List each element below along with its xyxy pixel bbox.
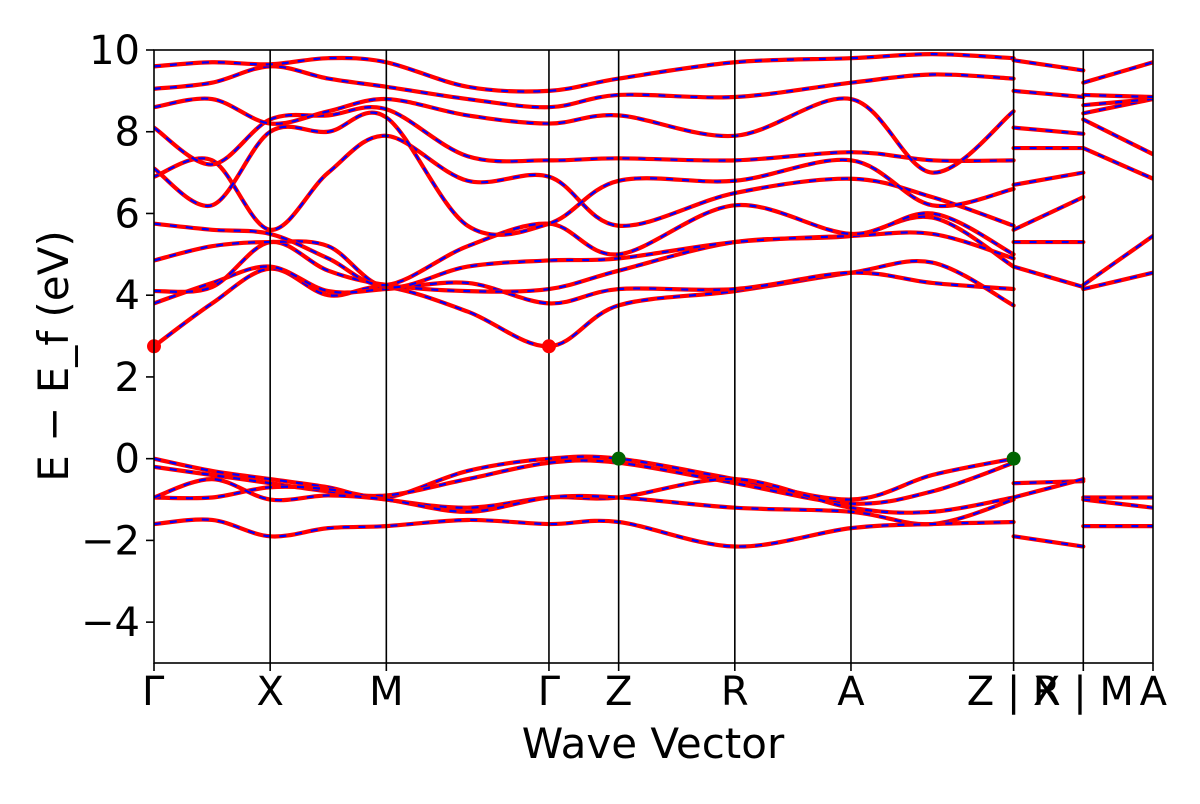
extrema-markers — [147, 339, 1021, 466]
x-tick-label-5: R — [721, 669, 749, 715]
cbm-marker-1 — [541, 339, 556, 354]
band-line-dashed-7 — [1013, 535, 1084, 548]
band-line-17 — [154, 110, 1016, 237]
band-line-dashed-36 — [1083, 93, 1153, 99]
x-tick-label-7: Z | X — [967, 669, 1061, 715]
band-line-dashed-19 — [154, 97, 1015, 174]
y-tick-label-1: −2 — [81, 518, 140, 564]
y-tick-label-3: 2 — [115, 355, 140, 401]
band-line-4 — [154, 517, 1016, 549]
band-line-dashed-37 — [1082, 61, 1153, 84]
x-tick-label-3: Γ — [538, 669, 561, 715]
x-tick-label-2: M — [369, 669, 404, 715]
band-line-dashed-22 — [1013, 265, 1084, 289]
x-tick-label-0: Γ — [142, 669, 165, 715]
band-line-0 — [154, 454, 1016, 502]
band-line-dashed-17 — [154, 111, 1014, 236]
band-line-dashed-30 — [1083, 271, 1153, 291]
band-line-dashed-33 — [1082, 118, 1153, 156]
vbm-marker-2 — [611, 451, 626, 466]
y-tick-label-6: 8 — [115, 110, 140, 156]
band-line-18 — [154, 105, 1016, 167]
band-line-dashed-21 — [154, 52, 1014, 93]
band-line-dashed-11 — [154, 259, 1015, 348]
band-line-dashed-31 — [1082, 235, 1153, 286]
y-tick-label-7: 10 — [89, 28, 140, 74]
bands-layer — [154, 51, 1153, 549]
band-line-16 — [154, 133, 1016, 232]
band-line-dashed-28 — [1013, 89, 1084, 99]
x-axis-title: Wave Vector — [522, 719, 785, 768]
band-line-dashed-29 — [1013, 59, 1084, 72]
band-line-dashed-12 — [154, 265, 1014, 305]
band-line-dashed-24 — [1013, 196, 1084, 231]
band-line-31 — [1081, 233, 1153, 288]
y-tick-label-2: 0 — [115, 437, 140, 483]
x-tick-label-9: A — [1140, 669, 1168, 715]
y-axis-title: E − E_f (eV) — [29, 230, 78, 481]
y-tick-label-5: 6 — [115, 191, 140, 237]
band-line-12 — [154, 264, 1016, 306]
band-line-dashed-3 — [154, 477, 1014, 526]
band-line-dashed-16 — [154, 134, 1014, 231]
band-line-dashed-9 — [1083, 498, 1153, 509]
band-line-19 — [154, 96, 1016, 175]
y-tick-label-0: −4 — [81, 600, 140, 646]
x-tick-label-8: R | M — [1033, 669, 1134, 715]
plot-frame — [153, 49, 1154, 664]
band-line-dashed-27 — [1013, 126, 1084, 135]
band-line-dashed-6 — [1013, 478, 1084, 499]
band-line-dashed-35 — [1083, 97, 1153, 107]
band-line-dashed-32 — [1082, 147, 1153, 180]
y-ticks: −4 −2 0 2 4 6 8 10 — [81, 28, 154, 646]
x-tick-label-1: X — [256, 669, 283, 715]
x-tick-label-4: Z — [605, 669, 632, 715]
y-tick-label-4: 4 — [115, 273, 140, 319]
x-tick-label-6: A — [837, 669, 865, 715]
vbm-marker-3 — [1006, 451, 1021, 466]
kpoint-lines — [269, 50, 1085, 663]
band-line-dashed-25 — [1013, 171, 1084, 186]
